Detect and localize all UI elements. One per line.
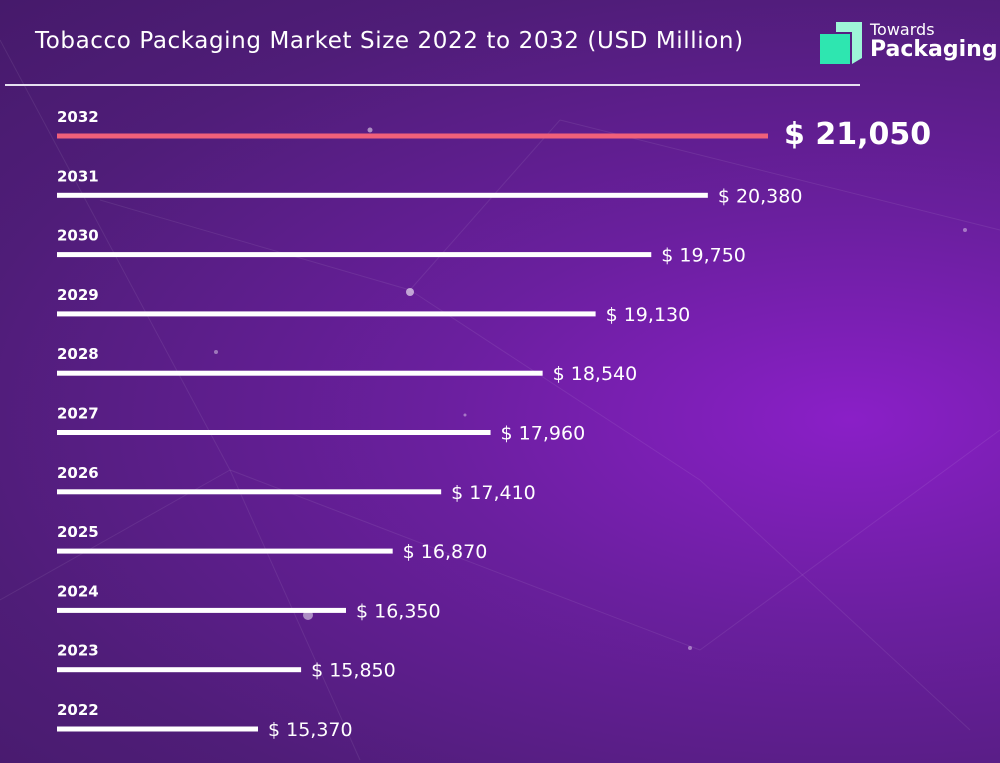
year-label-2030: 2030 [57,227,99,245]
value-label-2027: $ 17,960 [501,423,586,445]
logo-text-packaging: Packaging [870,37,998,62]
bar-2025 [57,548,393,554]
year-label-2026: 2026 [57,464,99,482]
value-label-2023: $ 15,850 [311,660,396,682]
title-divider [5,84,860,86]
bar-2024 [57,607,346,613]
bar-2028 [57,370,543,376]
value-label-2022: $ 15,370 [268,719,353,741]
towards-packaging-logo: Towards Packaging [818,16,998,72]
year-label-2025: 2025 [57,523,99,541]
bar-2030 [57,252,652,258]
year-label-2032: 2032 [57,108,99,126]
chart-title: Tobacco Packaging Market Size 2022 to 20… [35,28,744,54]
logo-mark-icon [820,22,862,64]
value-label-2025: $ 16,870 [403,541,488,563]
value-label-2032: $ 21,050 [784,117,931,152]
bar-2027 [57,430,491,435]
year-label-2028: 2028 [57,345,99,363]
bar-2023 [57,667,302,673]
bar-2031 [57,192,708,198]
value-label-2024: $ 16,350 [356,600,441,622]
bar-2022 [57,726,258,732]
value-label-2028: $ 18,540 [553,363,638,385]
year-label-2027: 2027 [57,405,99,423]
value-label-2031: $ 20,380 [718,185,803,207]
year-label-2024: 2024 [57,582,99,600]
logo-text-towards: Towards [870,20,935,39]
year-label-2031: 2031 [57,167,99,185]
value-label-2029: $ 19,130 [606,304,691,326]
value-label-2026: $ 17,410 [451,482,536,504]
bar-2029 [57,311,596,317]
year-label-2022: 2022 [57,701,99,719]
bar-2026 [57,489,442,495]
year-label-2029: 2029 [57,286,99,304]
year-label-2023: 2023 [57,642,99,660]
bar-2032 [57,133,768,139]
value-label-2030: $ 19,750 [661,245,746,267]
